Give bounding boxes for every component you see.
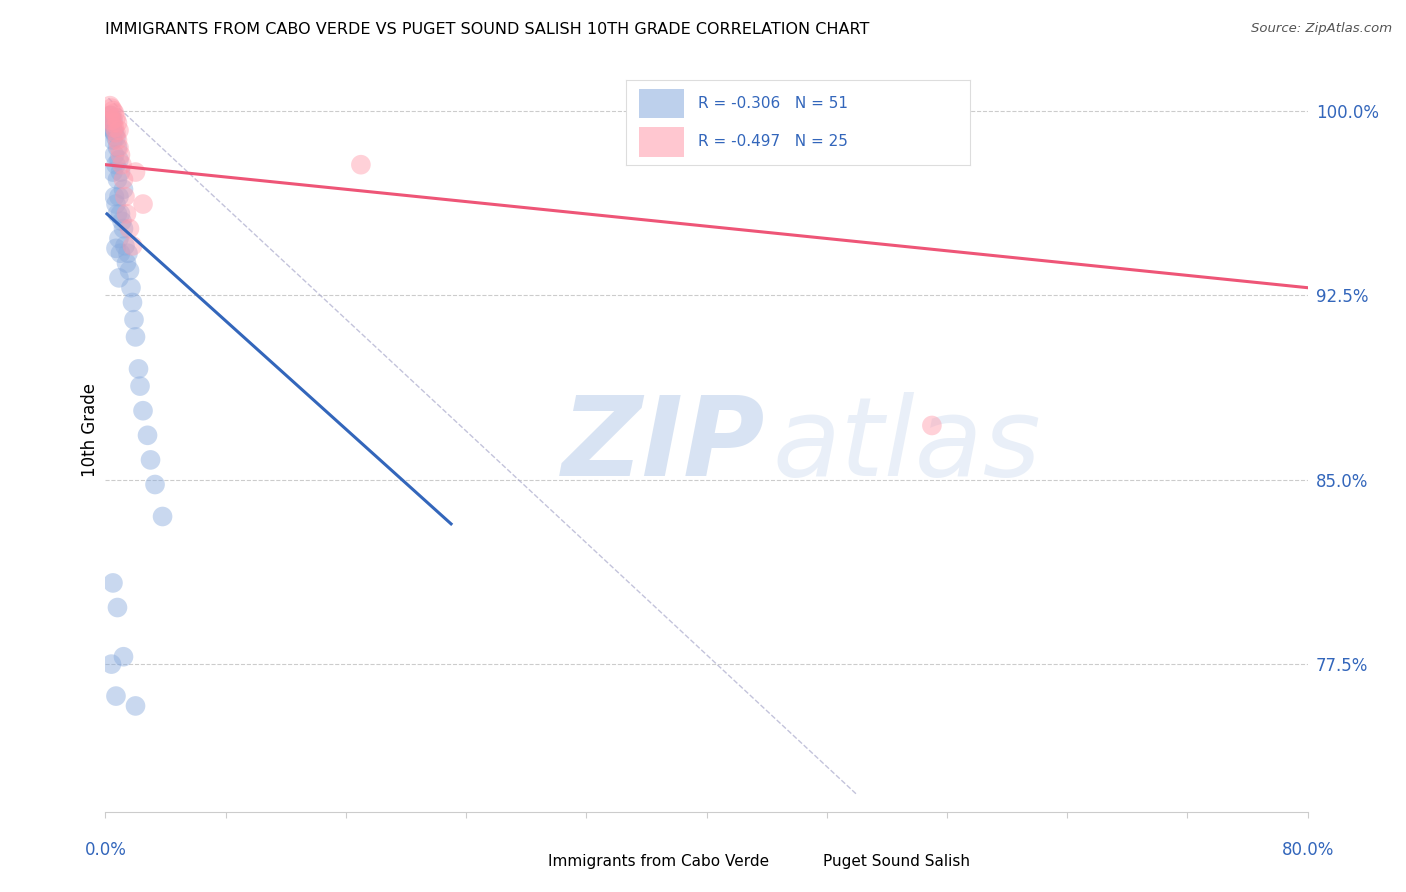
Point xyxy=(104,126,127,140)
Point xyxy=(114,189,136,203)
Point xyxy=(122,312,145,326)
Point xyxy=(101,116,124,130)
Point xyxy=(132,197,155,211)
Point xyxy=(124,698,146,713)
Point xyxy=(104,111,127,125)
Point xyxy=(100,101,122,115)
Point xyxy=(121,295,143,310)
Point xyxy=(124,165,146,179)
FancyBboxPatch shape xyxy=(640,127,685,157)
Point xyxy=(100,120,122,135)
Point xyxy=(103,148,125,162)
Point xyxy=(152,509,174,524)
Point xyxy=(100,116,122,130)
Point xyxy=(98,98,121,112)
Point xyxy=(124,330,146,344)
Point xyxy=(115,256,138,270)
Point xyxy=(103,120,125,135)
Point xyxy=(110,207,132,221)
Point xyxy=(104,689,127,703)
Point xyxy=(350,158,373,172)
Point xyxy=(98,108,121,122)
Point xyxy=(110,246,132,260)
Text: 0.0%: 0.0% xyxy=(84,841,127,859)
Text: IMMIGRANTS FROM CABO VERDE VS PUGET SOUND SALISH 10TH GRADE CORRELATION CHART: IMMIGRANTS FROM CABO VERDE VS PUGET SOUN… xyxy=(105,22,870,37)
Point xyxy=(101,575,124,590)
Point xyxy=(921,418,943,433)
Point xyxy=(110,148,132,162)
Point xyxy=(108,123,131,137)
Point xyxy=(104,130,127,145)
Y-axis label: 10th Grade: 10th Grade xyxy=(80,384,98,477)
Point xyxy=(98,108,121,122)
Point xyxy=(107,116,129,130)
FancyBboxPatch shape xyxy=(640,89,685,119)
Point xyxy=(103,106,125,120)
Text: R = -0.497   N = 25: R = -0.497 N = 25 xyxy=(697,134,848,149)
Point xyxy=(128,362,150,376)
Point xyxy=(112,172,135,186)
Point xyxy=(103,189,125,203)
Point xyxy=(111,158,134,172)
Text: Puget Sound Salish: Puget Sound Salish xyxy=(823,855,970,869)
Point xyxy=(115,207,138,221)
Point xyxy=(104,197,127,211)
Point xyxy=(104,241,127,255)
Text: R = -0.306   N = 51: R = -0.306 N = 51 xyxy=(697,95,848,111)
Point xyxy=(107,133,129,147)
Point xyxy=(101,113,124,128)
Point xyxy=(101,123,124,137)
Point xyxy=(107,172,129,186)
Point xyxy=(110,165,132,179)
Point xyxy=(118,221,141,235)
Point xyxy=(101,103,124,118)
Point xyxy=(136,428,159,442)
Point xyxy=(100,657,122,672)
Point xyxy=(101,165,124,179)
Point xyxy=(132,403,155,417)
Text: atlas: atlas xyxy=(773,392,1042,500)
Point xyxy=(120,281,142,295)
Point xyxy=(108,189,131,203)
Point xyxy=(114,239,136,253)
Point xyxy=(108,270,131,285)
Point xyxy=(107,140,129,154)
Point xyxy=(143,477,166,491)
Text: ZIP: ZIP xyxy=(562,392,766,500)
Point xyxy=(108,140,131,154)
Point xyxy=(121,239,143,253)
Point xyxy=(112,649,135,664)
Text: Source: ZipAtlas.com: Source: ZipAtlas.com xyxy=(1251,22,1392,36)
Point xyxy=(118,263,141,277)
Point xyxy=(98,113,121,128)
Point xyxy=(108,231,131,245)
Point xyxy=(107,207,129,221)
Point xyxy=(112,182,135,196)
Text: 80.0%: 80.0% xyxy=(1281,841,1334,859)
Text: Immigrants from Cabo Verde: Immigrants from Cabo Verde xyxy=(548,855,769,869)
Point xyxy=(100,113,122,128)
Point xyxy=(104,158,127,172)
Point xyxy=(103,126,125,140)
Point xyxy=(139,453,162,467)
Point xyxy=(111,214,134,228)
Point xyxy=(107,600,129,615)
Point xyxy=(100,108,122,122)
Point xyxy=(98,118,121,132)
Point xyxy=(108,153,131,167)
Point xyxy=(112,221,135,235)
Point xyxy=(117,246,139,260)
Point xyxy=(101,133,124,147)
Point xyxy=(129,379,152,393)
